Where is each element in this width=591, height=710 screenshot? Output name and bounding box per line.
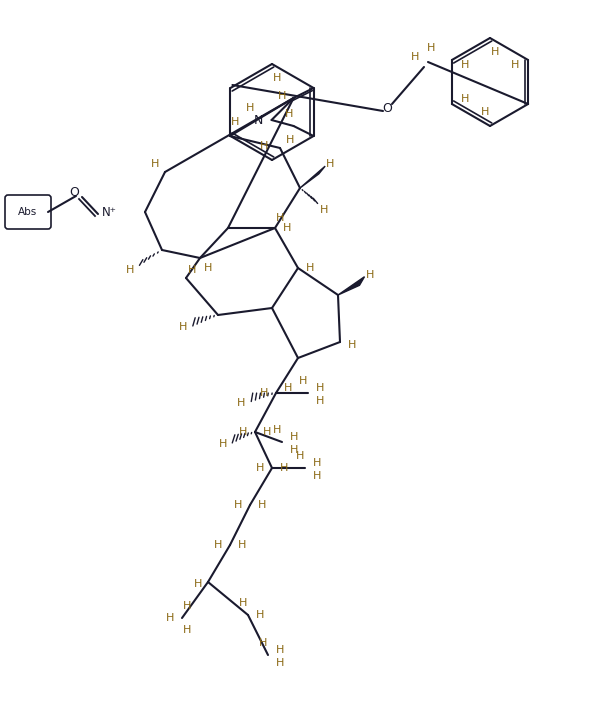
Text: H: H [256, 610, 264, 620]
Text: H: H [237, 398, 245, 408]
Text: H: H [219, 439, 227, 449]
Text: H: H [183, 625, 191, 635]
Text: H: H [277, 91, 286, 101]
Text: H: H [126, 265, 134, 275]
Text: H: H [316, 396, 324, 406]
Text: H: H [284, 109, 293, 119]
Text: H: H [286, 135, 294, 145]
Text: H: H [276, 658, 284, 668]
Text: H: H [511, 60, 519, 70]
Text: H: H [183, 601, 191, 611]
Text: H: H [427, 43, 435, 53]
Text: H: H [296, 451, 304, 461]
Text: H: H [204, 263, 212, 273]
Text: H: H [260, 141, 268, 151]
Text: H: H [283, 223, 291, 233]
Text: O: O [382, 102, 392, 114]
Text: H: H [258, 500, 266, 510]
Text: N⁺: N⁺ [102, 205, 117, 219]
Text: H: H [166, 613, 174, 623]
Text: N: N [254, 114, 264, 126]
Text: H: H [290, 445, 298, 455]
Text: H: H [313, 458, 321, 468]
Text: H: H [366, 270, 374, 280]
Text: H: H [234, 500, 242, 510]
Text: H: H [151, 159, 159, 169]
Text: Abs: Abs [18, 207, 38, 217]
Text: H: H [280, 463, 288, 473]
Polygon shape [300, 166, 325, 188]
Text: H: H [276, 645, 284, 655]
Text: H: H [306, 263, 314, 273]
Text: H: H [326, 159, 334, 169]
Polygon shape [338, 277, 365, 295]
Text: H: H [290, 432, 298, 442]
Text: H: H [238, 540, 246, 550]
Text: H: H [260, 388, 268, 398]
Text: H: H [263, 427, 271, 437]
Text: H: H [284, 383, 292, 393]
Text: H: H [348, 340, 356, 350]
Text: H: H [179, 322, 187, 332]
Text: H: H [299, 376, 307, 386]
Text: O: O [69, 185, 79, 199]
Text: H: H [491, 47, 499, 57]
Text: H: H [461, 60, 469, 70]
Text: H: H [245, 103, 254, 113]
Text: H: H [273, 425, 281, 435]
Text: H: H [461, 94, 469, 104]
Text: H: H [188, 265, 196, 275]
Text: H: H [239, 598, 247, 608]
Text: H: H [256, 463, 264, 473]
FancyBboxPatch shape [5, 195, 51, 229]
Text: H: H [316, 383, 324, 393]
Text: H: H [481, 107, 489, 117]
Text: H: H [239, 427, 247, 437]
Text: H: H [411, 52, 419, 62]
Text: H: H [214, 540, 222, 550]
Text: H: H [194, 579, 202, 589]
Text: H: H [320, 205, 328, 215]
Text: H: H [313, 471, 321, 481]
Text: H: H [273, 73, 281, 83]
Text: H: H [276, 213, 284, 223]
Text: H: H [259, 638, 267, 648]
Text: H: H [231, 117, 239, 127]
